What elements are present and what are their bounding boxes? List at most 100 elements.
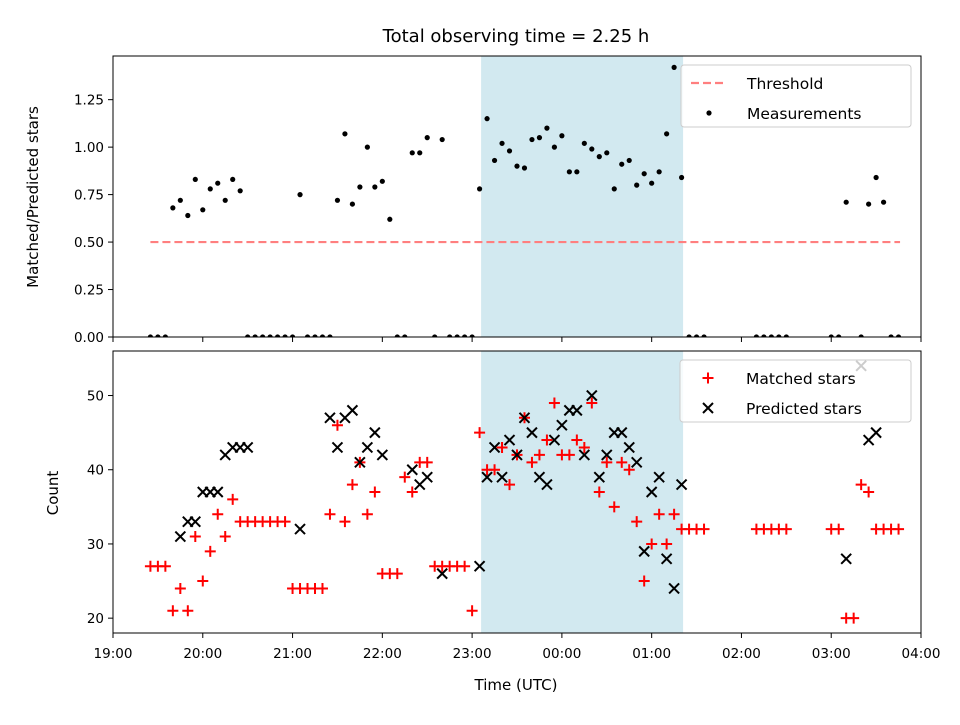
measurements-point xyxy=(768,334,774,337)
measurements-point xyxy=(417,150,423,156)
matched-stars-point xyxy=(780,523,792,535)
legend-box xyxy=(680,64,912,128)
measurements-point xyxy=(409,150,415,156)
measurements-point xyxy=(581,140,587,146)
matched-stars-point xyxy=(623,464,635,476)
matched-stars-point xyxy=(212,508,224,520)
predicted-stars-point xyxy=(346,404,359,417)
measurements-point xyxy=(402,334,408,337)
predicted-stars-point xyxy=(601,449,613,461)
measurements-point xyxy=(566,169,572,175)
measurements-point xyxy=(469,334,475,337)
measurements-point xyxy=(880,199,887,205)
matched-stars-point xyxy=(586,397,598,409)
measurements-point xyxy=(245,334,251,337)
measurements-point xyxy=(641,171,647,177)
predicted-stars-point xyxy=(294,523,306,535)
matched-stars-point xyxy=(616,456,628,468)
measurements-point xyxy=(649,180,655,186)
predicted-stars-point xyxy=(548,434,561,446)
predicted-stars-point xyxy=(518,412,531,424)
predicted-stars-point xyxy=(541,478,553,491)
predicted-stars-point xyxy=(421,471,433,483)
measurements-point xyxy=(686,334,692,337)
measurements-point xyxy=(379,178,385,184)
measurements-point xyxy=(252,334,258,337)
legend-entry-predicted-stars-marker xyxy=(702,402,714,414)
measurements-point xyxy=(634,182,640,188)
measurements-point xyxy=(476,186,483,192)
predicted-stars-point xyxy=(593,471,606,483)
predicted-stars-point xyxy=(369,426,381,439)
predicted-stars-point xyxy=(870,426,882,439)
predicted-stars-point xyxy=(571,404,583,417)
matched-stars-point xyxy=(496,441,508,453)
matched-stars-point xyxy=(601,456,613,468)
matched-stars-point xyxy=(541,434,553,446)
measurements-point xyxy=(484,116,490,122)
predicted-stars-point xyxy=(488,441,501,454)
matched-stars-point xyxy=(833,523,845,535)
matched-stars-point xyxy=(593,486,605,498)
measurements-point xyxy=(432,334,438,337)
predicted-stars-point xyxy=(511,449,523,461)
measurements-point xyxy=(678,174,685,181)
measurements-point xyxy=(701,334,707,337)
predicted-stars-point xyxy=(630,456,643,469)
y-tick-label: 1.00 xyxy=(74,140,104,156)
measurements-point xyxy=(873,174,879,181)
matched-stars-point xyxy=(653,508,665,520)
legend-entry-matched-stars-marker xyxy=(702,372,714,384)
measurements-point xyxy=(387,216,393,222)
measurements-point xyxy=(319,334,326,337)
y-tick-label: 0.00 xyxy=(74,330,104,346)
matched-stars-point xyxy=(608,501,620,513)
measurements-point xyxy=(604,150,610,156)
measurements-point xyxy=(499,140,505,146)
measurements-point xyxy=(364,144,370,150)
measurements-point xyxy=(776,334,782,337)
predicted-stars-point xyxy=(376,449,389,461)
predicted-stars-point xyxy=(645,486,658,498)
predicted-stars-point xyxy=(578,449,591,461)
plot-area xyxy=(147,64,902,337)
y-tick-label: 1.25 xyxy=(74,93,104,109)
measurements-point xyxy=(372,184,378,190)
x-tick-label: 19:00 xyxy=(94,646,133,662)
matched-stars-point xyxy=(204,545,216,557)
matched-stars-point xyxy=(848,612,860,624)
matched-stars-point xyxy=(548,397,560,409)
predicted-stars-point xyxy=(212,486,224,498)
measurements-point xyxy=(289,334,296,337)
x-tick-label: 22:00 xyxy=(363,646,402,662)
x-tick-label: 20:00 xyxy=(183,646,222,662)
legend-entry-matched-stars-label: Matched stars xyxy=(746,370,856,388)
matched-stars-point xyxy=(698,523,710,535)
measurements-point xyxy=(342,131,348,137)
predicted-stars-point xyxy=(406,464,418,476)
matched-stars-point xyxy=(324,508,336,520)
measurements-point xyxy=(237,188,243,194)
measurements-point xyxy=(589,146,595,152)
matched-stars-point xyxy=(391,568,403,580)
matched-stars-point xyxy=(219,531,231,543)
matched-stars-point xyxy=(631,516,643,528)
predicted-stars-point xyxy=(503,434,516,446)
matched-stars-point xyxy=(369,486,381,498)
measurements-point xyxy=(357,184,363,190)
predicted-stars-point xyxy=(331,441,344,454)
predicted-stars-point xyxy=(473,560,486,572)
measurements-point xyxy=(693,334,700,337)
measurements-point xyxy=(147,334,154,337)
matched-stars-point xyxy=(504,479,516,491)
measurements-point xyxy=(551,144,558,150)
matched-stars-point xyxy=(466,605,478,617)
matched-stars-point xyxy=(331,419,343,431)
predicted-stars-point xyxy=(840,553,852,565)
measurements-point xyxy=(491,157,498,164)
measurements-point xyxy=(454,334,460,337)
measurements-point xyxy=(544,125,550,131)
observing-window-shade xyxy=(481,351,684,633)
y-tick-label: 0.75 xyxy=(74,188,104,204)
